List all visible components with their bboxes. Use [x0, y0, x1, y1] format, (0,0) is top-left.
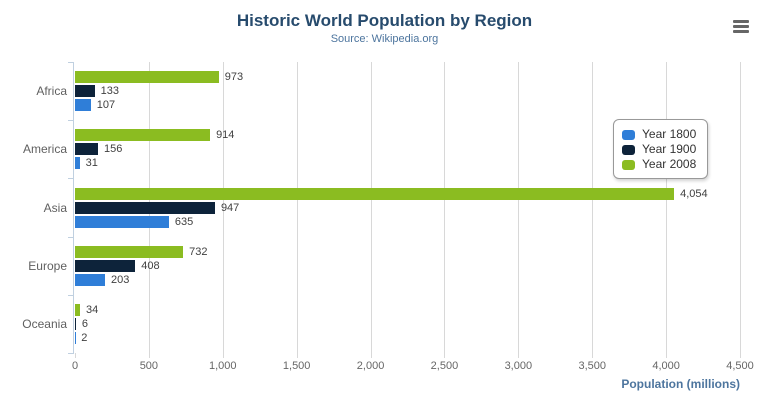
x-axis-tick-label: 1,000 [209, 360, 237, 372]
y-axis-line [73, 62, 74, 353]
bar-value-label: 34 [86, 303, 99, 316]
category-label-europe: Europe [28, 258, 67, 273]
x-axis-tick [740, 353, 741, 358]
bar-value-label: 408 [141, 259, 160, 272]
x-axis-tick-label: 2,500 [430, 360, 459, 372]
bar-year-1900-africa [75, 85, 95, 98]
y-axis-tick [68, 236, 74, 238]
gridline [592, 62, 594, 353]
hamburger-menu-icon [733, 19, 751, 33]
x-axis-tick [370, 353, 372, 358]
bar-value-label: 732 [189, 245, 208, 258]
category-label-america: America [22, 142, 67, 157]
bar-year-1900-europe [75, 259, 136, 272]
bar-year-2008-america [75, 129, 211, 142]
bar-year-2008-oceania [75, 303, 81, 316]
x-axis-tick [518, 353, 520, 358]
gridline [666, 62, 668, 353]
x-axis-tick-label: 3,000 [504, 360, 533, 372]
x-axis-tick [75, 353, 76, 358]
legend-item-year-1800[interactable]: Year 1800 [622, 127, 696, 142]
category-label-africa: Africa [36, 84, 67, 99]
bar-value-label: 156 [104, 143, 123, 156]
x-axis-tick [296, 353, 298, 358]
x-axis-tick-label: 3,500 [578, 360, 606, 372]
bar-value-label: 31 [85, 157, 98, 170]
x-axis-tick-label: 0 [71, 360, 79, 372]
category-label-oceania: Oceania [22, 316, 67, 331]
y-axis-tick [68, 294, 74, 296]
legend-item-year-2008[interactable]: Year 2008 [622, 157, 696, 172]
bar-value-label: 635 [174, 215, 194, 228]
gridline [370, 62, 372, 353]
bar-year-1900-asia [75, 201, 215, 214]
chart-subtitle: Source: Wikipedia.org [330, 33, 439, 45]
legend-item-label: Year 1900 [642, 142, 697, 156]
gridline [222, 62, 224, 353]
bar-value-label: 947 [220, 201, 240, 214]
legend-swatch-icon [622, 129, 635, 140]
bar-year-1800-europe [75, 273, 105, 286]
legend: Year 1800 Year 1900 Year 2008 [613, 119, 709, 179]
x-axis-title: Population (millions) [621, 377, 740, 391]
bar-value-label: 973 [224, 71, 244, 84]
x-axis-tick-label: 2,000 [356, 360, 385, 372]
bar-year-1800-asia [75, 215, 169, 228]
x-axis-tick [666, 353, 668, 358]
gridline [444, 62, 446, 353]
bar-year-1900-america [75, 143, 99, 156]
bar-year-2008-africa [75, 71, 219, 84]
bar-value-label: 4,054 [680, 187, 708, 200]
category-label-asia: Asia [43, 200, 67, 215]
chart-context-menu-button[interactable] [729, 16, 755, 38]
legend-swatch-icon [622, 144, 635, 155]
legend-item-label: Year 2008 [642, 157, 697, 171]
bar-year-1800-america [75, 157, 80, 170]
bar-value-label: 133 [100, 85, 119, 98]
gridline [740, 62, 741, 353]
gridline [296, 62, 298, 353]
bar-value-label: 107 [96, 99, 116, 112]
gridline [518, 62, 520, 353]
bar-value-label: 914 [216, 129, 235, 142]
bar-year-2008-europe [75, 245, 184, 258]
x-axis-tick-label: 4,000 [652, 360, 680, 372]
x-axis-tick [148, 353, 150, 358]
bar-value-label: 2 [81, 331, 88, 344]
legend-item-year-1900[interactable]: Year 1900 [622, 142, 696, 157]
legend-item-label: Year 1800 [642, 127, 697, 141]
y-axis-tick [68, 353, 74, 354]
y-axis-tick [68, 62, 74, 63]
x-axis-tick [222, 353, 224, 358]
x-axis-tick [444, 353, 446, 358]
bar-year-1800-africa [75, 99, 91, 112]
x-axis-tick-label: 500 [139, 360, 159, 372]
y-axis-tick [68, 120, 74, 122]
legend-swatch-icon [622, 159, 635, 170]
x-axis-tick [592, 353, 594, 358]
chart-title: Historic World Population by Region [236, 11, 533, 30]
x-axis-tick-label: 1,500 [282, 360, 311, 372]
bar-year-2008-asia [75, 187, 675, 200]
bar-value-label: 6 [81, 317, 88, 330]
bar-value-label: 203 [110, 273, 130, 286]
bar-year-1900-oceania [75, 317, 76, 330]
x-axis-tick-label: 4,500 [726, 360, 754, 372]
y-axis-tick [68, 178, 74, 180]
